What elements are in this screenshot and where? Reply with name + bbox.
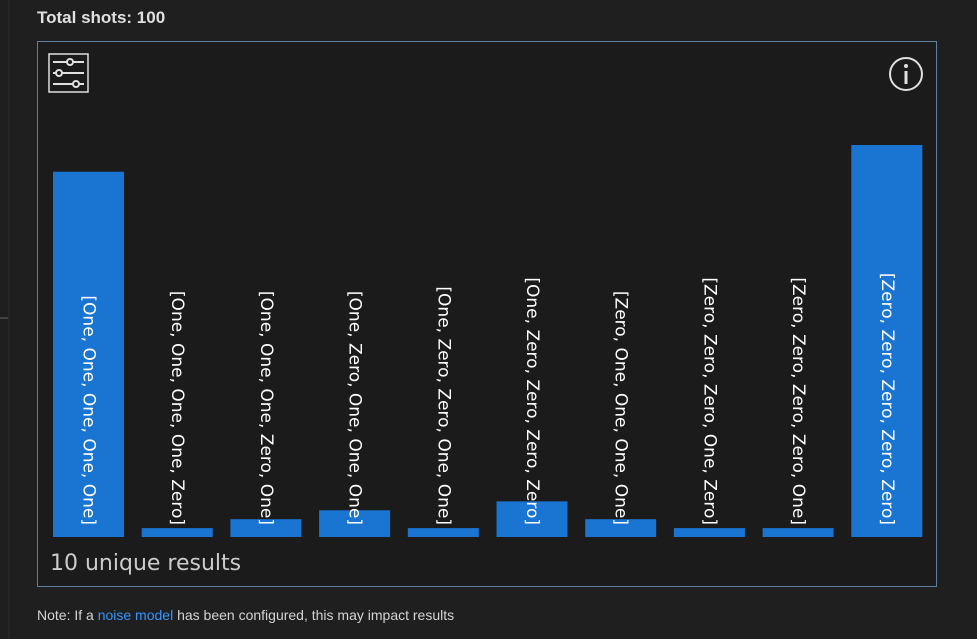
bar (141, 528, 213, 537)
bar-label: [One, Zero, Zero, Zero, Zero] (522, 277, 542, 525)
bar-label: [One, Zero, One, One, One] (345, 291, 365, 525)
bar (53, 171, 124, 537)
bar (496, 501, 568, 537)
bar-label: [Zero, Zero, Zero, Zero, One] (788, 277, 808, 525)
total-shots: Total shots: 100 (37, 8, 165, 27)
info-button[interactable] (889, 57, 923, 91)
bar-label: [One, Zero, Zero, One, One] (433, 286, 453, 525)
note-text: Note: If a (37, 607, 98, 623)
bar (319, 510, 391, 537)
histogram-panel (37, 41, 937, 587)
bar (407, 528, 479, 537)
bar-label: [Zero, One, One, One, One] (611, 291, 631, 525)
note: Note: If a noise model has been configur… (37, 607, 454, 623)
bar (230, 519, 302, 537)
noise-model-link[interactable]: noise model (98, 607, 174, 623)
bar-label: [One, One, One, One, Zero] (167, 291, 187, 525)
bar-label: [Zero, Zero, Zero, Zero, Zero] (877, 273, 897, 525)
bar-label: [One, One, One, Zero, One] (256, 291, 276, 525)
unique-results: 10 unique results (50, 551, 241, 576)
note-text: has been configured, this may impact res… (173, 607, 454, 623)
bar-label: [Zero, Zero, Zero, One, Zero] (699, 277, 719, 525)
filter-button[interactable] (48, 53, 89, 93)
bar (673, 528, 745, 537)
bar-label: [One, One, One, One, One] (79, 295, 99, 525)
bar (585, 519, 657, 537)
bar (762, 528, 834, 537)
bar (851, 145, 923, 537)
